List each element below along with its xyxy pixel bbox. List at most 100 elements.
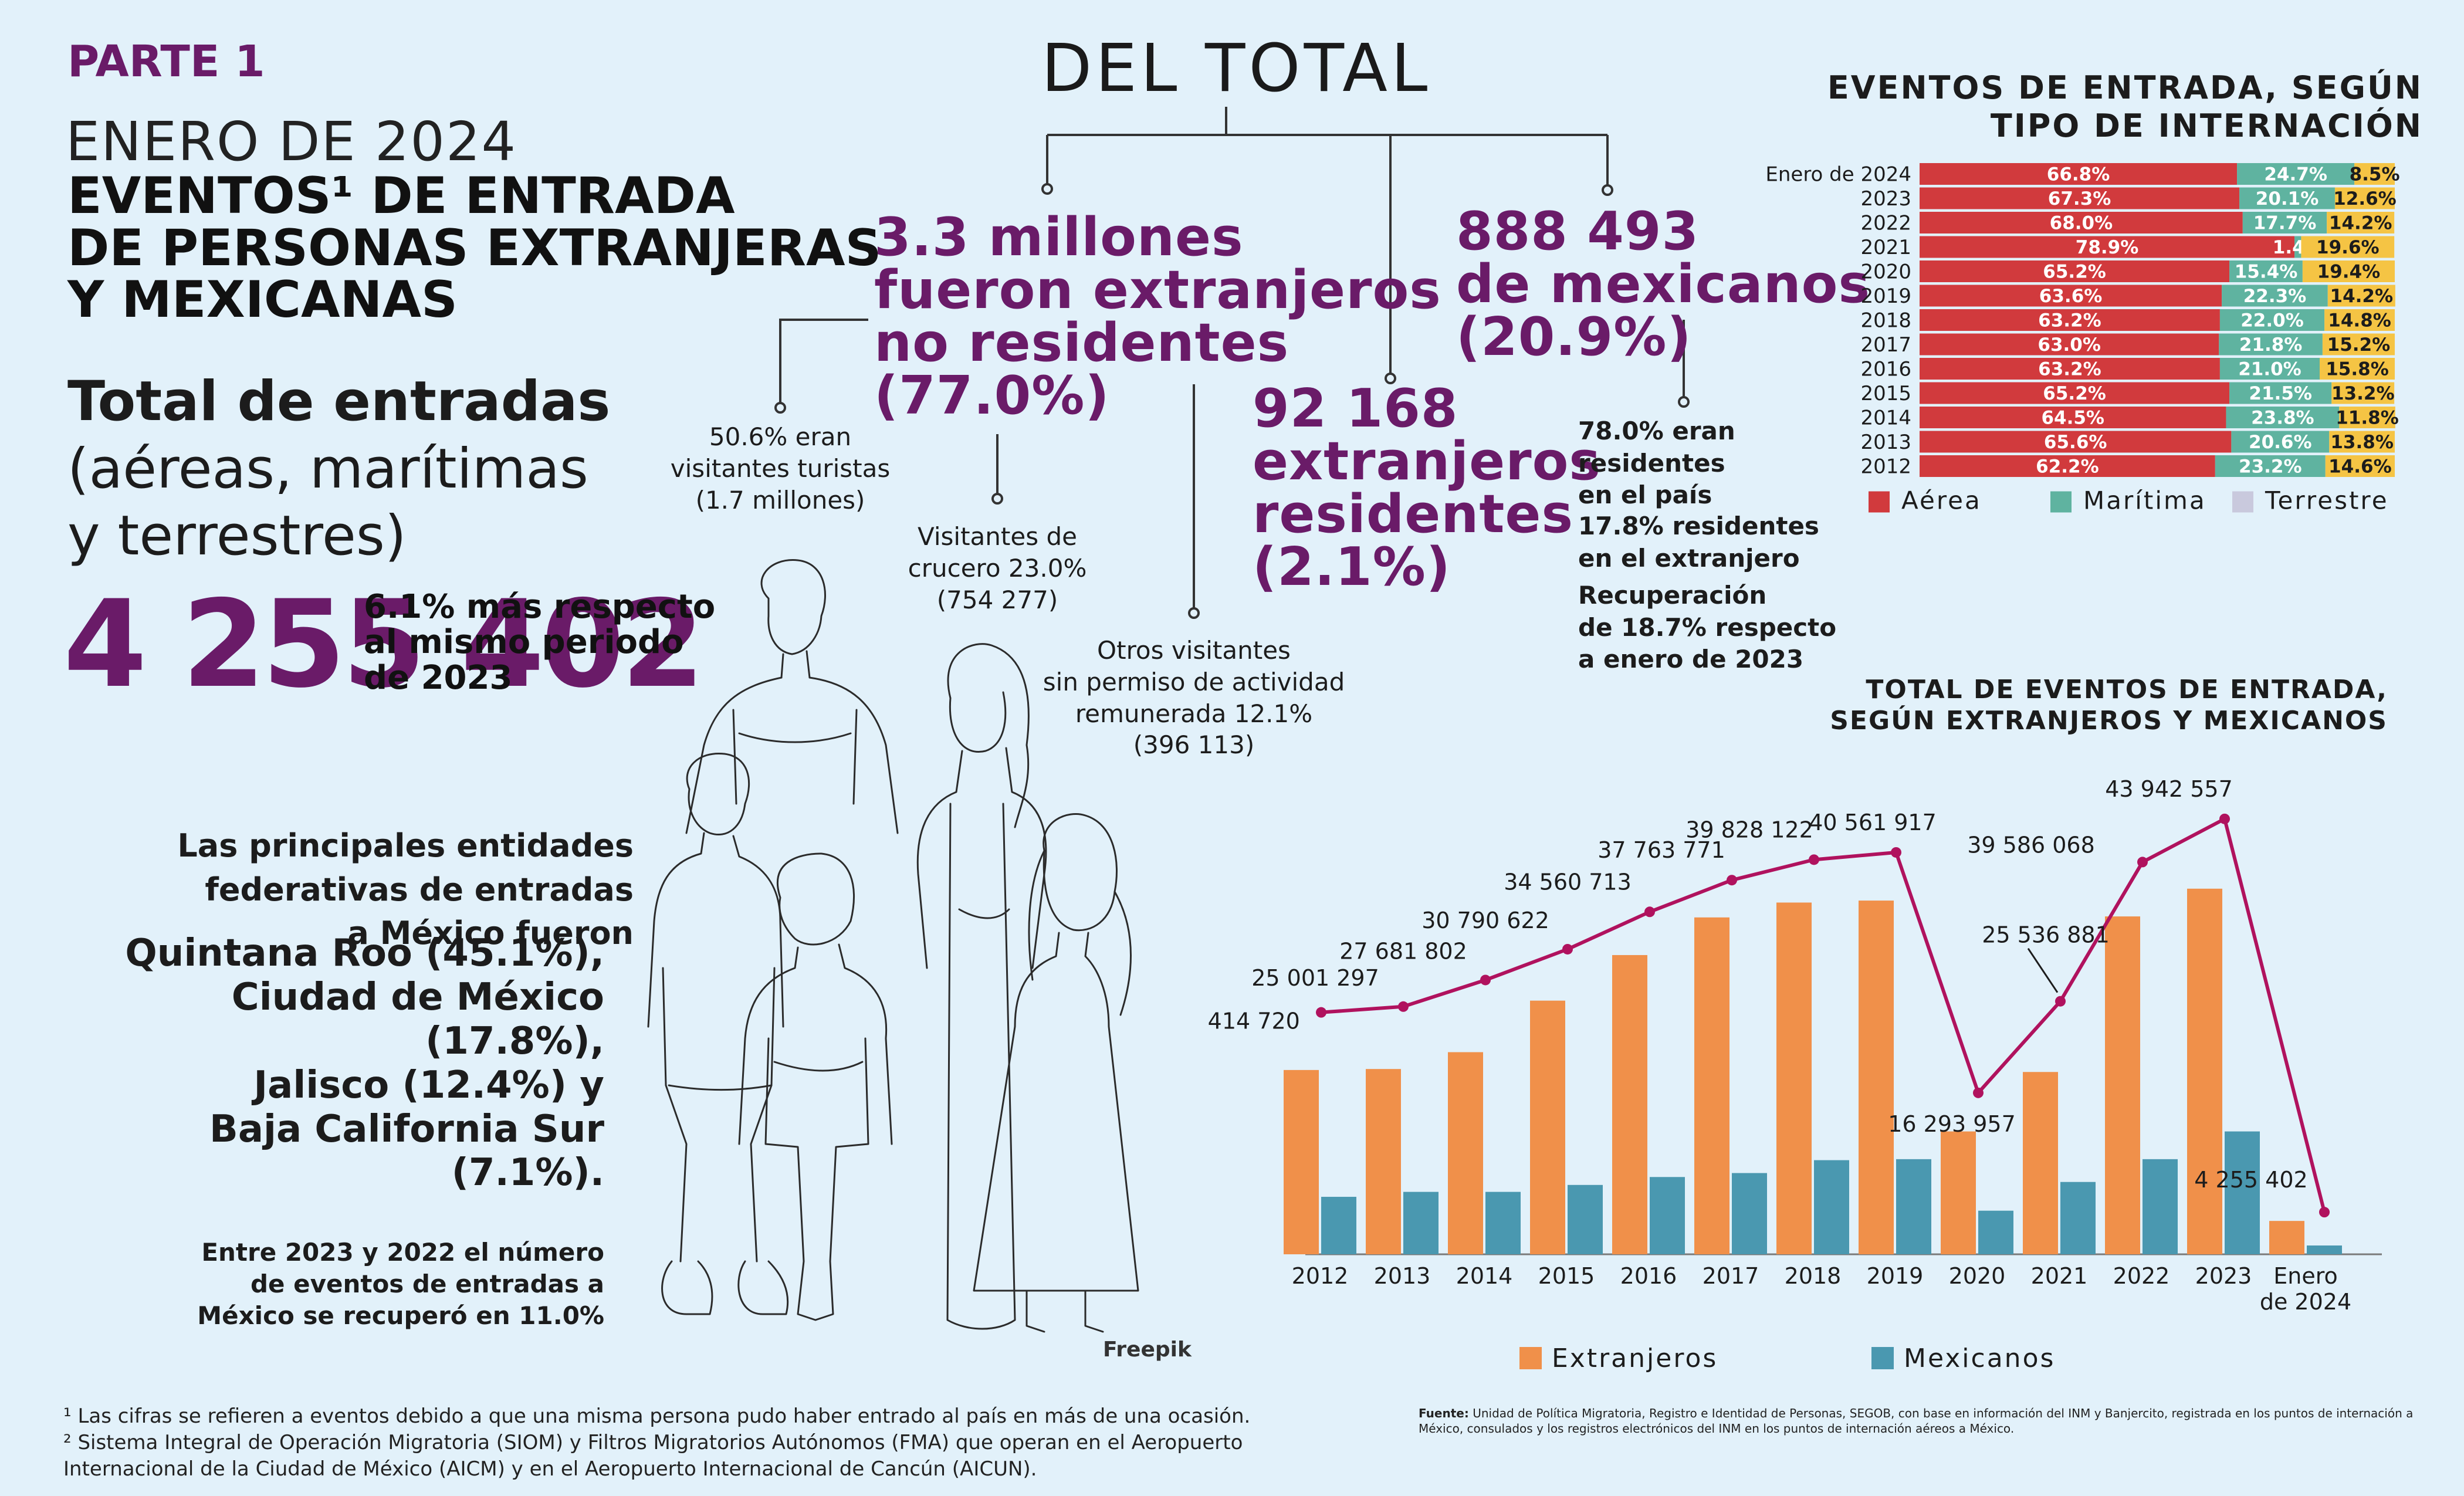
tourists-line-2: visitantes turistas bbox=[670, 453, 891, 483]
bar-mexicanos bbox=[1814, 1160, 1849, 1254]
cruise-note: Visitantes de crucero 23.0% (754 277) bbox=[868, 521, 1126, 615]
x-tick-label: de 2024 bbox=[2260, 1289, 2351, 1315]
stack-value-label: 19.6% bbox=[2316, 237, 2380, 258]
tourists-line-1: 50.6% eran bbox=[709, 422, 852, 451]
main-title-line-2: DE PERSONAS EXTRANJERAS bbox=[67, 218, 882, 277]
stack-segment-terrestre bbox=[2329, 431, 2395, 453]
total-point bbox=[2319, 1207, 2330, 1218]
other-line-1: Otros visitantes bbox=[1097, 636, 1291, 665]
x-tick-label: 2016 bbox=[1620, 1263, 1677, 1289]
mexrec-line-2: de 18.7% respecto bbox=[1578, 612, 1837, 642]
stack-segment-marítima bbox=[2219, 309, 2325, 331]
states-intro: Las principales entidades federativas de… bbox=[88, 824, 634, 956]
stack-value-label: 14.2% bbox=[2329, 213, 2392, 234]
total-value-label: 27 681 802 bbox=[1339, 938, 1467, 964]
stack-segment-marítima bbox=[2239, 187, 2335, 209]
total-value-label: 39 828 122 bbox=[1685, 817, 1813, 842]
stack-value-label: 21.8% bbox=[2239, 334, 2303, 356]
total-point bbox=[1562, 943, 1573, 955]
stack-legend-label: Aérea bbox=[1901, 486, 1982, 515]
stack-category-label: 2017 bbox=[1860, 333, 1911, 357]
entry-type-stacked-chart: Enero de 2024 66.8% 24.7% 8.5% 2023 67.3% 20.1… bbox=[1765, 163, 2400, 515]
stack-category-label: 2012 bbox=[1860, 455, 1911, 479]
source-text: Unidad de Política Migratoria, Registro … bbox=[1419, 1406, 2414, 1436]
source-note: Fuente: Unidad de Política Migratoria, R… bbox=[1419, 1406, 2416, 1436]
total-value-label: 34 560 713 bbox=[1504, 869, 1632, 895]
stack-value-label: 8.5% bbox=[2350, 164, 2400, 185]
resident-line-3: residentes bbox=[1253, 483, 1574, 545]
total-point bbox=[1727, 875, 1737, 886]
part-label: PARTE 1 bbox=[67, 36, 265, 87]
footnote-1: ¹ Las cifras se refieren a eventos debid… bbox=[63, 1404, 1251, 1428]
x-tick-label: 2020 bbox=[1949, 1263, 2006, 1289]
stack-category-label: 2023 bbox=[1860, 187, 1911, 211]
mexicans-resident-note: 78.0% eran residentes en el país bbox=[1578, 415, 1735, 512]
del-total-heading: DEL TOTAL bbox=[1041, 31, 1431, 107]
bar-mexicanos bbox=[2060, 1182, 2096, 1254]
cruise-line-3: (754 277) bbox=[936, 585, 1058, 614]
stack-value-label: 65.2% bbox=[2043, 262, 2106, 283]
combo-legend-label: Mexicanos bbox=[1904, 1343, 2055, 1373]
stack-segment-aérea bbox=[1920, 285, 2222, 307]
main-title-line-3: Y MEXICANAS bbox=[67, 270, 458, 330]
bar-extranjeros bbox=[1530, 1000, 1565, 1254]
bar-mexicanos bbox=[1650, 1177, 1685, 1254]
mexres-line-1: 78.0% eran bbox=[1578, 417, 1735, 445]
bar-extranjeros bbox=[1612, 955, 1647, 1254]
stack-value-label: 17.7% bbox=[2253, 213, 2317, 234]
mexres-line-3: en el país bbox=[1578, 480, 1712, 510]
total-value-label: 40 561 917 bbox=[1809, 810, 1937, 835]
state-quintana-roo: Quintana Roo (45.1%), bbox=[125, 932, 604, 975]
stack-value-label: 19.4% bbox=[2317, 262, 2381, 283]
stack-segment-aérea bbox=[1920, 309, 2220, 331]
footnote-2-cont: Internacional de la Ciudad de México (AI… bbox=[63, 1457, 1037, 1481]
x-tick-label: 2012 bbox=[1292, 1263, 1349, 1289]
stack-value-label: 63.2% bbox=[2038, 359, 2101, 380]
combo-legend-swatch bbox=[1871, 1347, 1894, 1369]
bar-mexicanos bbox=[2225, 1131, 2260, 1254]
stack-value-label: 15.8% bbox=[2326, 359, 2389, 380]
states-list: Quintana Roo (45.1%), Ciudad de México (… bbox=[59, 932, 604, 1195]
bar-extranjeros bbox=[1859, 901, 1894, 1254]
total-heading-line-2: (aéreas, marítimas bbox=[67, 436, 588, 501]
total-point bbox=[1316, 1007, 1326, 1018]
x-tick-label: 2019 bbox=[1867, 1263, 1924, 1289]
stack-value-label: 22.0% bbox=[2240, 310, 2304, 331]
total-value-label: 25 536 881 bbox=[1982, 922, 2110, 948]
bar-mexicanos bbox=[2143, 1159, 2178, 1254]
total-point bbox=[1973, 1087, 1984, 1098]
stacked-chart-title: EVENTOS DE ENTRADA, SEGÚN TIPO DE INTERN… bbox=[1827, 69, 2423, 144]
states-intro-line-3: a México fueron bbox=[347, 915, 634, 952]
stack-category-label: 2014 bbox=[1860, 407, 1911, 430]
stack-segment-marítima bbox=[2219, 358, 2320, 380]
total-value-label: 43 942 557 bbox=[2105, 776, 2233, 802]
total-value-label: 4 255 402 bbox=[2194, 1167, 2307, 1193]
stack-segment-marítima bbox=[2229, 382, 2332, 404]
stack-segment-terrestre bbox=[2320, 358, 2395, 380]
stack-value-label: 63.0% bbox=[2037, 334, 2101, 356]
combo-legend-label: Extranjeros bbox=[1552, 1343, 1718, 1373]
stack-segment-marítima bbox=[2226, 407, 2340, 428]
stack-legend-label: Terrestre bbox=[2265, 486, 2389, 515]
stack-value-label: 20.6% bbox=[2249, 432, 2312, 453]
stack-category-label: 2015 bbox=[1860, 382, 1911, 405]
stack-value-label: 11.8% bbox=[2336, 408, 2399, 429]
stack-value-label: 12.6% bbox=[2333, 188, 2397, 209]
stack-value-label: 15.4% bbox=[2235, 262, 2298, 283]
stack-segment-aérea bbox=[1920, 187, 2240, 209]
total-heading: Total de entradas (aéreas, marítimas y t… bbox=[67, 368, 610, 570]
total-heading-line-1: Total de entradas bbox=[67, 370, 611, 434]
stack-segment-marítima bbox=[2231, 431, 2330, 453]
total-point bbox=[2137, 857, 2148, 868]
stack-segment-marítima bbox=[2237, 163, 2355, 185]
stack-value-label: 15.2% bbox=[2327, 334, 2391, 356]
x-tick-label: Enero bbox=[2273, 1263, 2338, 1289]
total-point bbox=[2055, 996, 2066, 1007]
stack-segment-aérea bbox=[1920, 236, 2295, 258]
x-tick-label: 2023 bbox=[2195, 1263, 2252, 1289]
other-line-4: (396 113) bbox=[1133, 730, 1255, 760]
mexext-line-2: en el extranjero bbox=[1578, 543, 1800, 573]
mexicans-line-3: (20.9%) bbox=[1456, 306, 1692, 368]
bar-extranjeros bbox=[2187, 888, 2222, 1254]
main-title-line-1: EVENTOS¹ DE ENTRADA bbox=[67, 167, 735, 225]
